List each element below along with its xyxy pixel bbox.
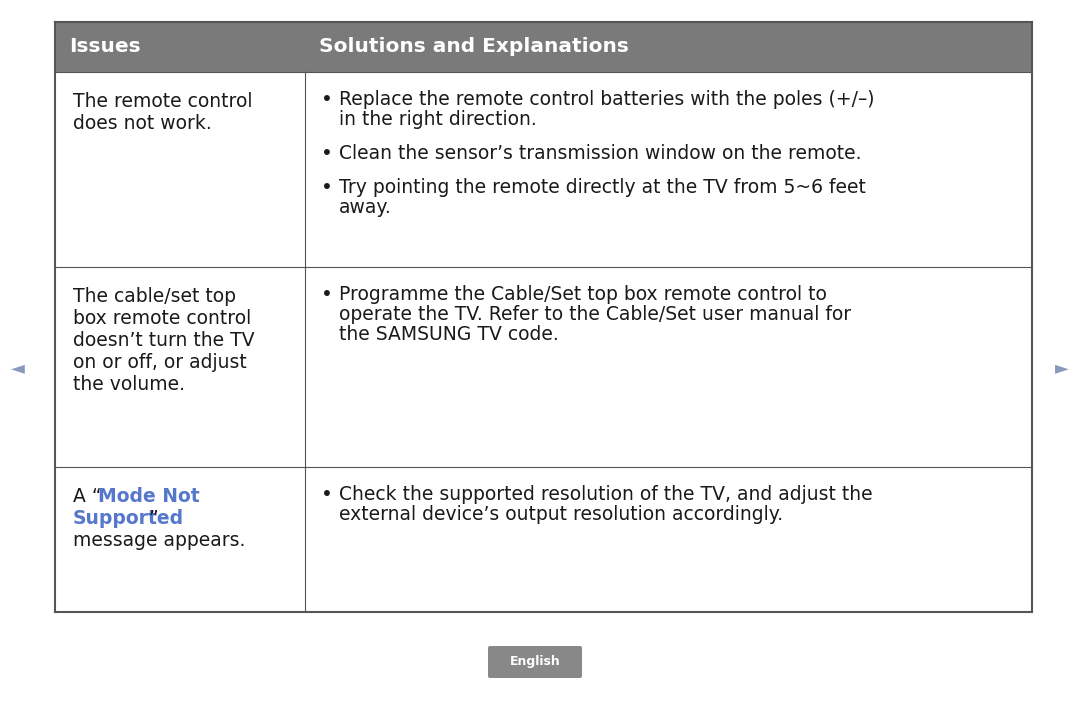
Text: Supported: Supported xyxy=(73,509,184,528)
Text: ◄: ◄ xyxy=(11,359,25,377)
Text: message appears.: message appears. xyxy=(73,531,245,550)
Text: •: • xyxy=(321,285,333,304)
Text: box remote control: box remote control xyxy=(73,309,252,328)
Text: ►: ► xyxy=(1055,359,1069,377)
Text: Clean the sensor’s transmission window on the remote.: Clean the sensor’s transmission window o… xyxy=(339,144,862,163)
Text: on or off, or adjust: on or off, or adjust xyxy=(73,353,246,372)
Text: Issues: Issues xyxy=(69,37,140,56)
Text: •: • xyxy=(321,485,333,504)
Text: Solutions and Explanations: Solutions and Explanations xyxy=(319,37,629,56)
Text: operate the TV. Refer to the Cable/Set user manual for: operate the TV. Refer to the Cable/Set u… xyxy=(339,305,851,324)
Text: Programme the Cable/Set top box remote control to: Programme the Cable/Set top box remote c… xyxy=(339,285,827,304)
Text: does not work.: does not work. xyxy=(73,114,212,133)
Bar xyxy=(55,22,1032,72)
Text: the SAMSUNG TV code.: the SAMSUNG TV code. xyxy=(339,325,558,344)
Text: •: • xyxy=(321,178,333,197)
Text: The remote control: The remote control xyxy=(73,92,253,111)
FancyBboxPatch shape xyxy=(488,646,582,678)
Text: Try pointing the remote directly at the TV from 5~6 feet: Try pointing the remote directly at the … xyxy=(339,178,866,197)
Text: Check the supported resolution of the TV, and adjust the: Check the supported resolution of the TV… xyxy=(339,485,873,504)
Text: the volume.: the volume. xyxy=(73,375,185,394)
Text: The cable/set top: The cable/set top xyxy=(73,287,237,306)
Text: in the right direction.: in the right direction. xyxy=(339,110,537,129)
Text: Mode Not: Mode Not xyxy=(98,487,200,506)
Text: English: English xyxy=(510,656,561,668)
Text: •: • xyxy=(321,144,333,163)
Text: away.: away. xyxy=(339,198,392,217)
Text: Replace the remote control batteries with the poles (+/–): Replace the remote control batteries wit… xyxy=(339,90,875,109)
Text: A “: A “ xyxy=(73,487,102,506)
Text: ”: ” xyxy=(148,509,158,528)
Text: doesn’t turn the TV: doesn’t turn the TV xyxy=(73,331,255,350)
Text: •: • xyxy=(321,90,333,109)
Text: external device’s output resolution accordingly.: external device’s output resolution acco… xyxy=(339,505,783,524)
